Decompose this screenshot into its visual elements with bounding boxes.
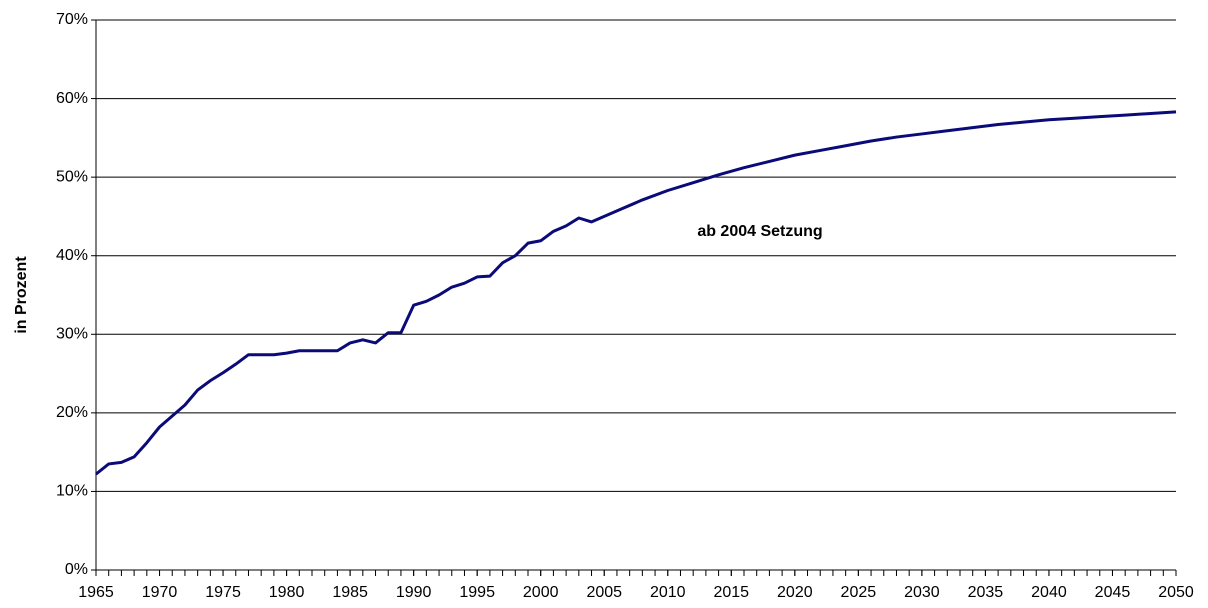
y-tick-label: 40% — [56, 247, 88, 264]
y-tick-label: 10% — [56, 483, 88, 500]
y-tick-label: 70% — [56, 11, 88, 28]
y-tick-label: 20% — [56, 404, 88, 421]
x-tick-label: 2005 — [586, 584, 622, 601]
y-tick-label: 60% — [56, 90, 88, 107]
x-tick-label: 1985 — [332, 584, 368, 601]
x-tick-label: 2045 — [1095, 584, 1131, 601]
x-tick-label: 2050 — [1158, 584, 1194, 601]
y-tick-label: 30% — [56, 326, 88, 343]
y-tick-label: 0% — [65, 561, 88, 578]
x-tick-label: 2035 — [968, 584, 1004, 601]
x-tick-label: 1970 — [142, 584, 178, 601]
x-tick-label: 1995 — [459, 584, 495, 601]
x-tick-label: 2040 — [1031, 584, 1067, 601]
data-line — [95, 110, 1177, 476]
y-tick-label: 50% — [56, 168, 88, 185]
x-tick-label: 2010 — [650, 584, 686, 601]
x-tick-label: 2000 — [523, 584, 559, 601]
x-tick-label: 2025 — [841, 584, 877, 601]
x-tick-label: 2030 — [904, 584, 940, 601]
y-axis-title: in Prozent — [13, 256, 30, 334]
x-tick-label: 1975 — [205, 584, 241, 601]
x-tick-label: 1980 — [269, 584, 305, 601]
x-tick-label: 1965 — [78, 584, 114, 601]
x-tick-label: 2015 — [713, 584, 749, 601]
x-tick-label: 1990 — [396, 584, 432, 601]
annotation: ab 2004 Setzung — [697, 223, 822, 240]
x-tick-label: 2020 — [777, 584, 813, 601]
